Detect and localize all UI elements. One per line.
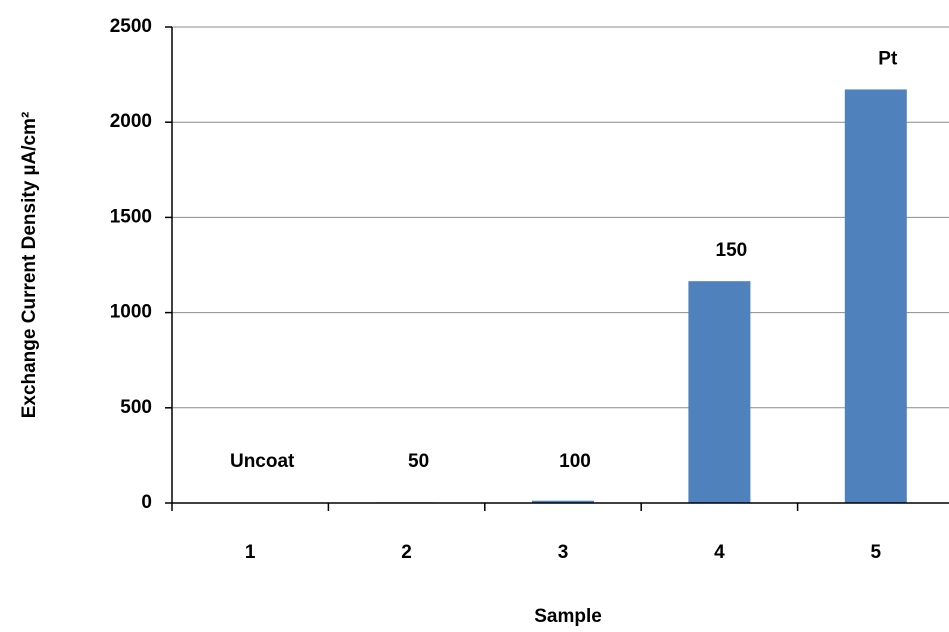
bar	[532, 500, 594, 503]
y-tick-label: 2000	[110, 111, 152, 132]
bar-annotation: 150	[716, 240, 748, 261]
x-axis-title: Sample	[534, 606, 602, 627]
bar-annotation: 100	[559, 451, 591, 472]
x-tick-label: 2	[401, 542, 412, 563]
x-tick-label: 3	[558, 542, 569, 563]
bar-annotation: 50	[408, 451, 429, 472]
bar	[688, 281, 751, 503]
bar-annotation: Uncoat	[230, 451, 295, 472]
y-tick-label: 500	[120, 397, 152, 418]
bar	[844, 89, 907, 503]
x-tick-label: 4	[714, 542, 725, 563]
y-tick-label: 0	[141, 492, 152, 513]
y-axis-title: Exchange Current Density µA/cm²	[19, 112, 40, 419]
y-tick-label: 1500	[110, 206, 152, 227]
x-tick-label: 1	[245, 542, 256, 563]
bar-annotation: Pt	[878, 48, 898, 69]
y-tick-label: 2500	[110, 16, 152, 37]
y-tick-label: 1000	[110, 302, 152, 323]
x-tick-label: 5	[871, 542, 882, 563]
